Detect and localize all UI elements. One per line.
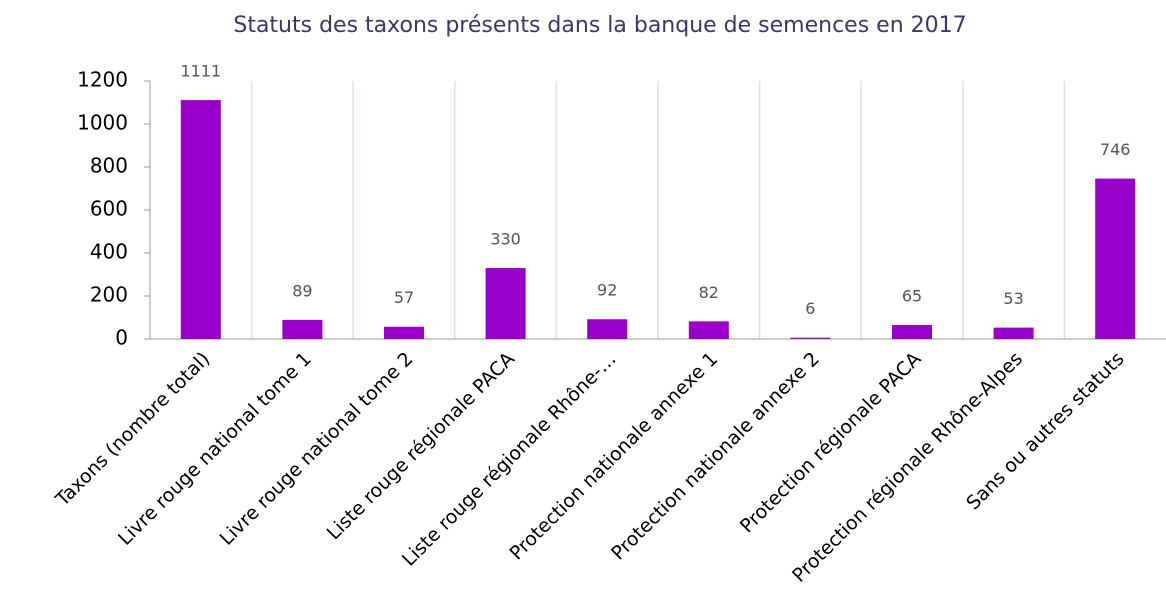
value-label: 82 xyxy=(699,283,719,302)
x-tick-label: Liste rouge régionale Rhône-… xyxy=(398,348,621,571)
value-label: 65 xyxy=(902,287,922,306)
y-tick-label: 800 xyxy=(90,154,128,178)
value-label: 57 xyxy=(394,288,414,307)
y-tick-label: 200 xyxy=(90,283,128,307)
bar xyxy=(180,100,221,339)
value-label: 1111 xyxy=(180,62,221,81)
bar xyxy=(282,319,323,339)
y-tick-label: 400 xyxy=(90,240,128,264)
value-label: 53 xyxy=(1003,289,1023,308)
x-tick-label: Protection nationale annexe 2 xyxy=(607,348,824,565)
value-label: 746 xyxy=(1100,140,1131,159)
bar xyxy=(993,327,1034,339)
x-tick-label: Protection régionale Rhône-Alpes xyxy=(788,348,1027,587)
x-tick-label: Liste rouge régionale PACA xyxy=(323,348,519,544)
x-tick-label: Protection nationale annexe 1 xyxy=(506,348,723,565)
value-label: 330 xyxy=(490,230,521,249)
x-tick-label: Protection régionale PACA xyxy=(736,348,926,538)
bar xyxy=(688,321,729,339)
y-tick-label: 1000 xyxy=(77,111,128,135)
x-tick-label: Livre rouge national tome 1 xyxy=(114,348,316,550)
bar xyxy=(790,337,831,339)
value-label: 89 xyxy=(292,281,312,300)
value-label: 92 xyxy=(597,281,617,300)
y-tick-label: 1200 xyxy=(77,68,128,92)
bar xyxy=(892,325,932,339)
y-tick-label: 0 xyxy=(115,326,128,350)
y-tick-label: 600 xyxy=(90,197,128,221)
chart-title: Statuts des taxons présents dans la banq… xyxy=(233,13,966,38)
bar xyxy=(1095,178,1136,339)
x-tick-label: Livre rouge national tome 2 xyxy=(216,348,418,550)
bar xyxy=(587,319,628,339)
value-label: 6 xyxy=(805,299,815,318)
bar xyxy=(384,326,424,339)
bar xyxy=(485,268,526,339)
